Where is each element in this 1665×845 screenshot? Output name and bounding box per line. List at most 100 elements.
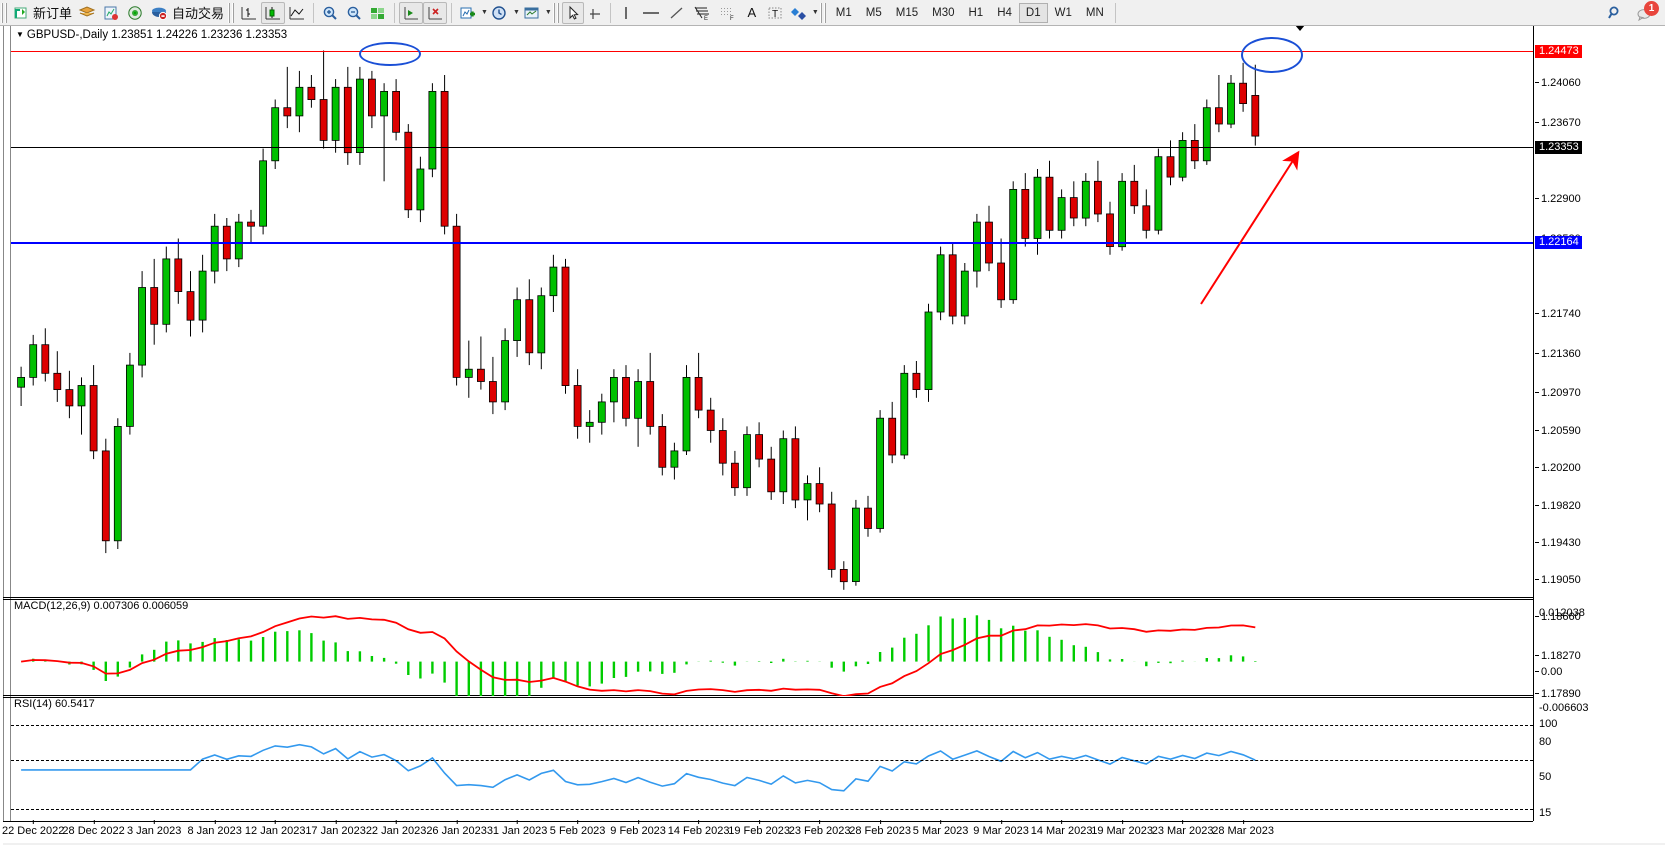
date-tick: 22 Dec 2022 [1,820,65,837]
bar-chart-icon[interactable] [237,2,261,24]
price-tick: 1.24060 [1535,77,1581,89]
navigator-icon[interactable] [123,2,147,24]
timeframe-w1[interactable]: W1 [1054,6,1072,19]
chart-window[interactable]: ▼ GBPUSD-,Daily 1.23851 1.24226 1.23236 1… [0,26,1665,845]
fibonacci-icon[interactable]: E [689,2,715,24]
chevron-down-icon-3[interactable]: ▼ [544,9,552,16]
price-tick: 1.23670 [1535,117,1581,129]
macd-title: MACD(12,26,9) 0.007306 0.006059 [14,600,189,612]
resistance-price-label[interactable]: 1.24473 [1535,45,1582,58]
toolbar-grip-3[interactable] [552,2,560,23]
profile-icon[interactable] [75,2,99,24]
chevron-down-icon[interactable]: ▼ [481,9,488,16]
chart-collapse-icon[interactable]: ▼ [16,30,24,40]
price-tick: 1.17890 [1535,688,1581,700]
text-label-icon[interactable]: T [763,2,787,24]
rsi-level-50 [11,760,1533,761]
timeframe-m30[interactable]: M30 [932,6,955,19]
pattern-ellipse-left[interactable] [359,42,421,66]
toolbar-grip-2[interactable] [228,2,236,23]
autotrading-label[interactable]: 自动交易 [172,6,225,21]
toolbar-grip-4[interactable] [819,2,827,23]
zoom-out-icon[interactable] [342,2,366,24]
period-clock-icon[interactable] [488,2,512,24]
resistance-line[interactable] [11,51,1533,52]
date-tick: 17 Jan 2023 [305,820,366,837]
price-macd-separator-2 [3,599,1533,600]
pattern-ellipse-right[interactable] [1241,37,1303,73]
date-tick: 14 Mar 2023 [1030,820,1093,837]
timeframe-d1[interactable]: D1 [1018,2,1048,23]
price-tick: 1.21740 [1535,308,1581,320]
candlestick-chart-icon[interactable] [261,1,286,24]
price-tick: 1.19820 [1535,500,1581,512]
current-price-label[interactable]: 1.23353 [1535,141,1582,154]
price-tick: 1.22900 [1535,193,1581,205]
date-tick: 19 Mar 2023 [1091,820,1153,837]
date-tick: 5 Mar 2023 [912,820,969,837]
macd-series [20,615,1257,696]
timeframe-m1[interactable]: M1 [835,6,852,19]
templates-icon[interactable] [520,2,544,24]
price-tick: 1.18270 [1535,650,1581,662]
zoom-in-icon[interactable] [318,2,342,24]
price-panel[interactable] [11,26,1533,598]
auto-scroll-icon[interactable] [423,1,448,24]
horizontal-line-icon[interactable] [637,2,665,24]
date-tick: 23 Mar 2023 [1151,820,1214,837]
rsi-panel[interactable]: RSI(14) 60.5417 [11,697,1533,821]
date-tick: 5 Feb 2023 [549,820,606,837]
chevron-down-icon-2[interactable]: ▼ [512,9,520,16]
new-order-icon[interactable] [10,2,32,24]
rsi-level-15 [11,809,1533,810]
search-icon[interactable] [1603,2,1627,24]
rsi-level-80 [11,725,1533,726]
market-watch-icon[interactable] [99,2,123,24]
date-axis[interactable]: 22 Dec 2022 28 Dec 2022 3 Jan 2023 8 Jan 20… [2,820,1665,845]
timeframe-mn[interactable]: MN [1085,6,1104,19]
text-icon[interactable]: A [747,5,757,20]
date-tick: 28 Dec 2022 [62,820,125,837]
last-bar-marker [1295,26,1305,31]
notification-badge: 1 [1644,0,1659,16]
toolbar-separator-3 [451,2,453,23]
date-tick: 12 Jan 2023 [244,820,306,837]
toolbar-separator-4 [609,2,611,23]
date-tick: 14 Feb 2023 [667,820,730,837]
add-indicator-icon[interactable] [456,2,480,24]
support-line[interactable] [11,242,1533,244]
price-macd-separator [3,597,1533,598]
line-chart-icon[interactable] [285,2,309,24]
cursor-icon[interactable] [561,1,584,24]
autotrading-icon[interactable] [147,2,171,24]
timeframe-h1[interactable]: H1 [968,6,984,19]
rsi-scale-15: 15 [1539,807,1552,819]
shapes-icon[interactable] [787,2,811,24]
shift-end-icon[interactable] [399,1,424,24]
price-axis[interactable]: 1.24060 1.23670 1.22900 1.22520 1.21740 … [1533,26,1665,821]
chevron-down-icon-4[interactable]: ▼ [811,9,819,16]
macd-rsi-separator [3,695,1533,696]
toolbar-separator-5 [1114,2,1116,23]
date-tick: 23 Feb 2023 [788,820,851,837]
date-tick: 3 Jan 2023 [126,820,182,837]
current-price-line[interactable] [11,147,1533,148]
vertical-line-icon[interactable] [615,2,637,24]
tile-windows-icon[interactable] [366,2,390,24]
main-toolbar: 新订单 自动交易 ▼ ▼ [0,0,1665,26]
rsi-scale-50: 50 [1539,771,1552,783]
timeframe-m5[interactable]: M5 [865,6,882,19]
toolbar-grip[interactable] [1,2,8,23]
rsi-scale-100: 100 [1539,718,1558,730]
new-order-label[interactable]: 新订单 [33,6,73,21]
timeframe-m15[interactable]: M15 [895,6,919,19]
price-axis-line [1533,26,1534,821]
date-tick: 19 Feb 2023 [728,820,790,837]
support-price-label[interactable]: 1.22164 [1535,236,1582,249]
macd-panel[interactable]: MACD(12,26,9) 0.007306 0.006059 [11,599,1533,696]
timeframe-h4[interactable]: H4 [997,6,1012,19]
trend-line-icon[interactable] [665,2,689,24]
alerts-icon[interactable]: 1 [1633,0,1659,24]
equidistant-channel-icon[interactable]: F [715,2,741,24]
crosshair-icon[interactable] [584,2,606,24]
